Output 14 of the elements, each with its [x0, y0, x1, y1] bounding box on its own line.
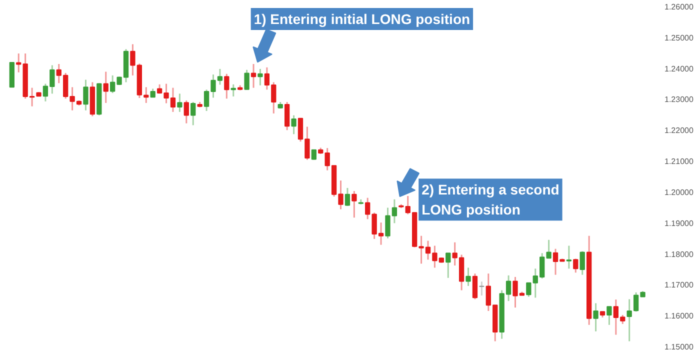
- y-tick-label: 1.25000: [664, 33, 694, 42]
- y-tick-label: 1.21000: [664, 157, 694, 166]
- y-tick-label: 1.16000: [664, 312, 694, 321]
- y-tick-label: 1.22000: [664, 126, 694, 136]
- y-tick-label: 1.15000: [664, 342, 694, 352]
- y-tick-label: 1.19000: [664, 218, 694, 228]
- annotation: 2) Entering a second LONG position: [422, 182, 560, 218]
- y-tick-label: 1.20000: [664, 188, 694, 197]
- y-tick-label: 1.18000: [664, 250, 694, 259]
- y-tick-label: 1.26000: [664, 2, 694, 12]
- annotation: 1) Entering initial LONG position: [254, 11, 470, 28]
- y-tick-label: 1.23000: [664, 95, 694, 104]
- y-tick-label: 1.24000: [664, 64, 694, 74]
- y-tick-label: 1.17000: [664, 280, 694, 290]
